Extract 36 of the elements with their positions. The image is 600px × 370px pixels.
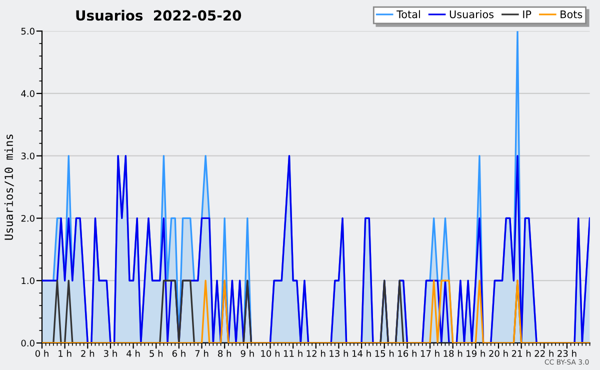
- x-tick-label: 13 h: [330, 350, 348, 357]
- x-tick-label: 7 h: [195, 350, 208, 357]
- y-tick-label: 2.0: [21, 214, 34, 222]
- x-tick-label: 3 h: [104, 350, 117, 357]
- x-tick-label: 1 h: [58, 350, 72, 357]
- y-tick-label: 3.0: [21, 152, 34, 160]
- x-tick-label: 11 h: [284, 350, 302, 357]
- x-tick-label: 23 h: [558, 350, 576, 357]
- legend-label: IP: [523, 10, 532, 18]
- x-tick-label: 5 h: [150, 350, 163, 357]
- x-tick-label: 22 h: [534, 350, 554, 357]
- y-axis-title: Usuarios/10 mins: [4, 134, 14, 240]
- legend-label: Total: [396, 10, 420, 18]
- x-tick-label: 6 h: [172, 350, 186, 357]
- x-tick-label: 15 h: [375, 350, 394, 357]
- chart-title: Usuarios 2022-05-20: [76, 10, 242, 21]
- y-tick-label: 4.0: [21, 90, 34, 98]
- x-tick-label: 4 h: [126, 350, 140, 357]
- x-tick-label: 18 h: [444, 350, 462, 357]
- y-tick-label: 0.0: [21, 340, 34, 347]
- x-tick-label: 0 h: [35, 350, 48, 357]
- x-tick-label: 16 h: [398, 350, 416, 357]
- x-tick-label: 20 h: [489, 350, 508, 357]
- x-tick-label: 10 h: [261, 350, 280, 357]
- x-tick-label: 9 h: [240, 350, 254, 357]
- x-tick-label: 17 h: [420, 350, 440, 357]
- x-tick-label: 8 h: [218, 350, 231, 357]
- legend-label: Bots: [560, 10, 582, 18]
- y-tick-label: 1.0: [22, 277, 34, 284]
- x-tick-label: 12 h: [306, 350, 326, 357]
- x-tick-label: 2 h: [81, 350, 94, 357]
- legend-label: Usuarios: [450, 10, 494, 18]
- x-tick-label: 19 h: [466, 350, 485, 357]
- y-tick-label: 5.0: [21, 28, 34, 35]
- x-tick-label: 21 h: [512, 350, 531, 357]
- x-tick-label: 14 h: [352, 350, 371, 357]
